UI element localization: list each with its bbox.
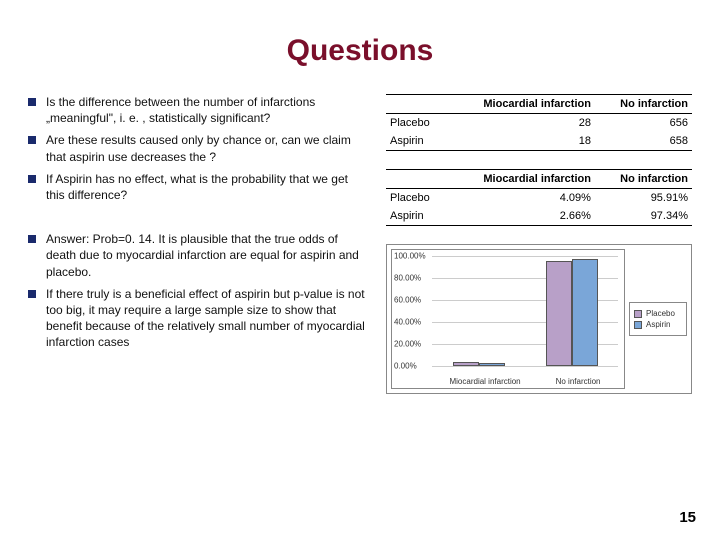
chart-ytick-label: 60.00% — [394, 296, 421, 305]
table-cell: 95.91% — [595, 189, 692, 208]
bullet-text: Is the difference between the number of … — [46, 94, 368, 126]
table-percentages: Miocardial infarctionNo infarctionPlaceb… — [386, 169, 692, 226]
table-row: Placebo28656 — [386, 114, 692, 133]
table-cell: 4.09% — [447, 189, 595, 208]
bullet-text: Are these results caused only by chance … — [46, 132, 368, 164]
bullet-item: Are these results caused only by chance … — [28, 132, 368, 164]
bullet-item: Answer: Prob=0. 14. It is plausible that… — [28, 231, 368, 280]
bullet-marker-icon — [28, 235, 36, 243]
chart-bar — [453, 362, 479, 366]
bullet-text: If Aspirin has no effect, what is the pr… — [46, 171, 368, 203]
page-number: 15 — [679, 509, 696, 526]
chart-ytick-label: 20.00% — [394, 340, 421, 349]
table-header-cell: Miocardial infarction — [447, 95, 595, 114]
table-row: Aspirin18658 — [386, 132, 692, 151]
legend-label: Aspirin — [646, 320, 670, 329]
chart-ytick-label: 40.00% — [394, 318, 421, 327]
bullet-marker-icon — [28, 290, 36, 298]
bar-chart: 0.00% 20.00% 40.00% 60.00% 80.00% 100.00% Mio… — [386, 244, 692, 394]
chart-ytick-label: 0.00% — [394, 362, 417, 371]
table-counts: Miocardial infarctionNo infarctionPlaceb… — [386, 94, 692, 151]
table-cell: Aspirin — [386, 132, 447, 151]
chart-bar-group — [540, 256, 604, 366]
table-header-cell: Miocardial infarction — [447, 170, 595, 189]
table-header-cell: No infarction — [595, 95, 692, 114]
legend-item: Placebo — [634, 309, 682, 318]
content-columns: Is the difference between the number of … — [28, 94, 692, 394]
chart-xtick-label: No infarction — [556, 377, 601, 386]
table-cell: 658 — [595, 132, 692, 151]
table-cell: Placebo — [386, 114, 447, 133]
table-cell: 28 — [447, 114, 595, 133]
bullet-item: Is the difference between the number of … — [28, 94, 368, 126]
chart-bar — [479, 363, 505, 366]
bullet-marker-icon — [28, 136, 36, 144]
chart-bar — [572, 259, 598, 366]
legend-swatch-icon — [634, 321, 642, 329]
right-column: Miocardial infarctionNo infarctionPlaceb… — [386, 94, 692, 394]
bullet-item: If there truly is a beneficial effect of… — [28, 286, 368, 351]
table-cell: 2.66% — [447, 207, 595, 226]
bullet-marker-icon — [28, 175, 36, 183]
table-cell: 18 — [447, 132, 595, 151]
bullet-list-questions: Is the difference between the number of … — [28, 94, 368, 203]
bullet-text: Answer: Prob=0. 14. It is plausible that… — [46, 231, 368, 280]
table-cell: Placebo — [386, 189, 447, 208]
bullet-item: If Aspirin has no effect, what is the pr… — [28, 171, 368, 203]
chart-xtick-label: Miocardial infarction — [449, 377, 520, 386]
table-cell: 656 — [595, 114, 692, 133]
slide-title: Questions — [28, 34, 692, 68]
table-header-cell — [386, 95, 447, 114]
table-row: Placebo4.09%95.91% — [386, 189, 692, 208]
table-header-cell — [386, 170, 447, 189]
left-column: Is the difference between the number of … — [28, 94, 368, 394]
table-row: Aspirin2.66%97.34% — [386, 207, 692, 226]
bullet-text: If there truly is a beneficial effect of… — [46, 286, 368, 351]
chart-legend: Placebo Aspirin — [629, 302, 687, 336]
bullet-list-answers: Answer: Prob=0. 14. It is plausible that… — [28, 231, 368, 350]
chart-ytick-label: 80.00% — [394, 274, 421, 283]
table-cell: 97.34% — [595, 207, 692, 226]
chart-bar-group — [447, 256, 511, 366]
table-cell: Aspirin — [386, 207, 447, 226]
bullet-marker-icon — [28, 98, 36, 106]
legend-label: Placebo — [646, 309, 675, 318]
table-header-cell: No infarction — [595, 170, 692, 189]
chart-plot-area: 0.00% 20.00% 40.00% 60.00% 80.00% 100.00% Mio… — [391, 249, 625, 389]
slide: Questions Is the difference between the … — [0, 0, 720, 540]
chart-ytick-label: 100.00% — [394, 252, 426, 261]
chart-bar — [546, 261, 572, 367]
legend-swatch-icon — [634, 310, 642, 318]
legend-item: Aspirin — [634, 320, 682, 329]
